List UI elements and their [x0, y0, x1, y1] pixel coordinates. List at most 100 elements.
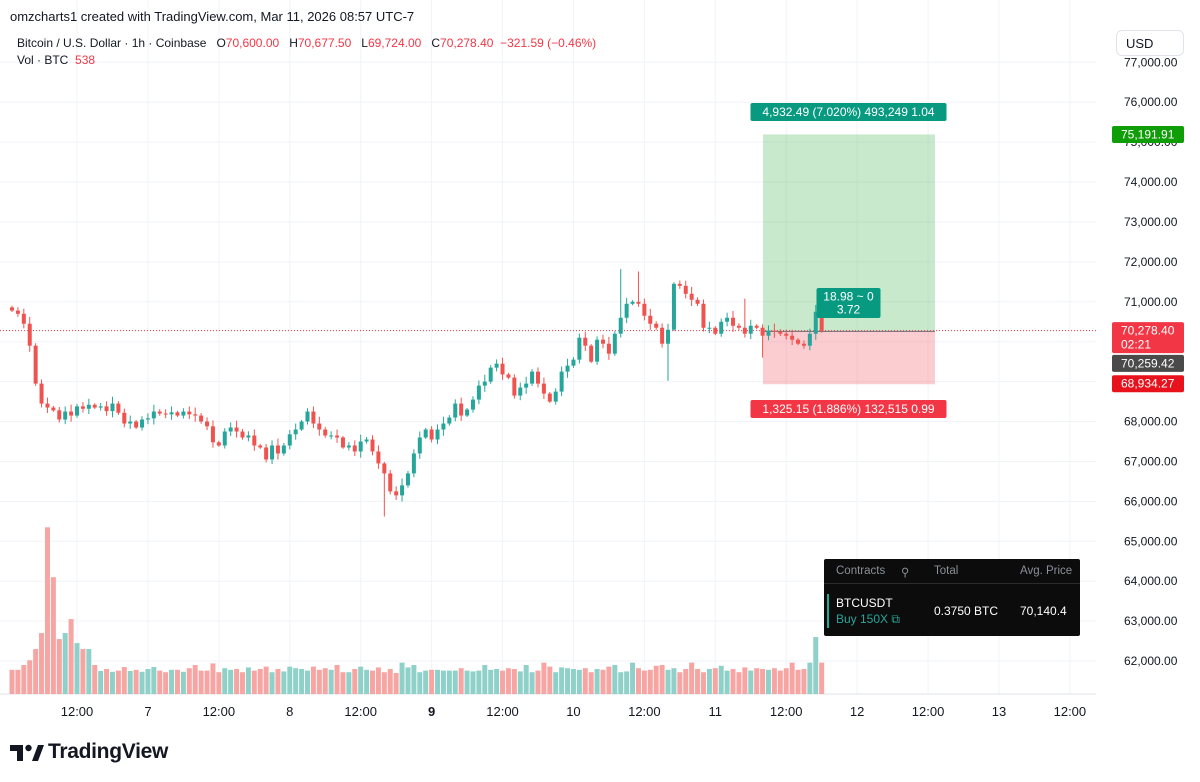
candle-body[interactable]	[494, 363, 499, 368]
candle-body[interactable]	[335, 435, 340, 438]
candle-body[interactable]	[205, 421, 210, 427]
candle-body[interactable]	[813, 311, 818, 334]
candle-body[interactable]	[760, 327, 765, 336]
candle-body[interactable]	[784, 333, 789, 336]
candle-body[interactable]	[606, 343, 611, 354]
candle-body[interactable]	[370, 439, 375, 452]
candle-body[interactable]	[175, 412, 180, 416]
candle-body[interactable]	[589, 345, 594, 362]
candle-body[interactable]	[819, 311, 824, 331]
target-label[interactable]: 4,932.49 (7.020%) 493,249 1.04	[750, 103, 947, 121]
position-symbol[interactable]: BTCUSDT	[836, 596, 893, 610]
symbol-description[interactable]: Bitcoin / U.S. Dollar · 1h · Coinbase	[17, 36, 207, 50]
candle-body[interactable]	[465, 409, 470, 416]
candle-body[interactable]	[234, 427, 239, 432]
candle-body[interactable]	[376, 451, 381, 464]
candle-body[interactable]	[293, 429, 298, 435]
candle-body[interactable]	[725, 317, 730, 322]
candle-body[interactable]	[110, 403, 115, 412]
candle-body[interactable]	[742, 327, 747, 334]
candle-body[interactable]	[612, 333, 617, 354]
candle-body[interactable]	[435, 429, 440, 440]
candle-body[interactable]	[541, 383, 546, 394]
candle-body[interactable]	[642, 303, 647, 316]
candle-body[interactable]	[500, 363, 505, 375]
candle-body[interactable]	[394, 491, 399, 496]
candle-body[interactable]	[51, 407, 56, 411]
candle-body[interactable]	[27, 323, 32, 346]
candle-body[interactable]	[441, 423, 446, 430]
candle-body[interactable]	[707, 327, 712, 329]
candle-body[interactable]	[713, 327, 718, 334]
candle-body[interactable]	[524, 383, 529, 388]
candle-body[interactable]	[199, 415, 204, 422]
candle-body[interactable]	[630, 301, 635, 304]
candle-body[interactable]	[417, 437, 422, 454]
candle-body[interactable]	[193, 414, 198, 416]
candle-body[interactable]	[323, 429, 328, 436]
candle-body[interactable]	[340, 437, 345, 448]
candle-body[interactable]	[210, 426, 215, 443]
candle-body[interactable]	[33, 345, 38, 384]
risk-reward-label[interactable]: 18.98 ~ 03.72	[816, 288, 881, 318]
candle-body[interactable]	[470, 399, 475, 410]
candle-body[interactable]	[157, 411, 162, 414]
candle-body[interactable]	[98, 406, 103, 408]
candle-body[interactable]	[352, 445, 357, 452]
candle-body[interactable]	[181, 411, 186, 416]
candle-body[interactable]	[559, 371, 564, 392]
candle-body[interactable]	[252, 435, 257, 446]
candle-body[interactable]	[270, 445, 275, 460]
candle-body[interactable]	[15, 310, 20, 314]
candle-body[interactable]	[80, 406, 85, 409]
candle-body[interactable]	[222, 431, 227, 446]
candle-body[interactable]	[506, 374, 511, 378]
candle-body[interactable]	[104, 406, 109, 412]
candle-body[interactable]	[405, 473, 410, 486]
candle-body[interactable]	[636, 301, 641, 304]
candle-body[interactable]	[748, 325, 753, 334]
candle-body[interactable]	[128, 421, 133, 424]
candle-body[interactable]	[535, 371, 540, 384]
candle-body[interactable]	[240, 431, 245, 438]
stop-price-tag[interactable]: 68,934.27	[1112, 375, 1184, 393]
candle-body[interactable]	[45, 403, 50, 408]
tradingview-logo-text[interactable]: TradingView	[48, 740, 169, 763]
candle-body[interactable]	[447, 417, 452, 424]
candle-body[interactable]	[731, 317, 736, 326]
candle-body[interactable]	[69, 411, 74, 416]
candle-body[interactable]	[778, 331, 783, 334]
candle-body[interactable]	[329, 435, 334, 437]
candle-body[interactable]	[518, 387, 523, 396]
candle-body[interactable]	[553, 391, 558, 402]
candle-body[interactable]	[453, 403, 458, 418]
candle-body[interactable]	[163, 413, 168, 415]
candle-body[interactable]	[400, 485, 405, 496]
candle-body[interactable]	[281, 445, 286, 454]
candle-body[interactable]	[689, 293, 694, 300]
candle-body[interactable]	[299, 421, 304, 430]
candle-body[interactable]	[216, 442, 221, 446]
candle-body[interactable]	[654, 323, 659, 328]
candle-body[interactable]	[275, 445, 280, 454]
candle-body[interactable]	[134, 421, 139, 428]
candle-body[interactable]	[151, 411, 156, 419]
target-price-tag[interactable]: 75,191.91	[1112, 125, 1184, 143]
candle-body[interactable]	[122, 412, 127, 424]
candle-body[interactable]	[264, 447, 269, 460]
candle-body[interactable]	[287, 434, 292, 446]
candle-body[interactable]	[677, 283, 682, 286]
candle-body[interactable]	[246, 435, 251, 438]
candle-body[interactable]	[382, 463, 387, 474]
candle-body[interactable]	[577, 337, 582, 360]
candle-body[interactable]	[116, 403, 121, 413]
candle-body[interactable]	[701, 303, 706, 328]
candle-body[interactable]	[86, 404, 91, 409]
candle-body[interactable]	[583, 337, 588, 346]
tradingview-logo-icon[interactable]	[10, 741, 44, 765]
candle-body[interactable]	[305, 411, 310, 422]
stop-label[interactable]: 1,325.15 (1.886%) 132,515 0.99	[750, 400, 947, 418]
candle-body[interactable]	[258, 445, 263, 448]
